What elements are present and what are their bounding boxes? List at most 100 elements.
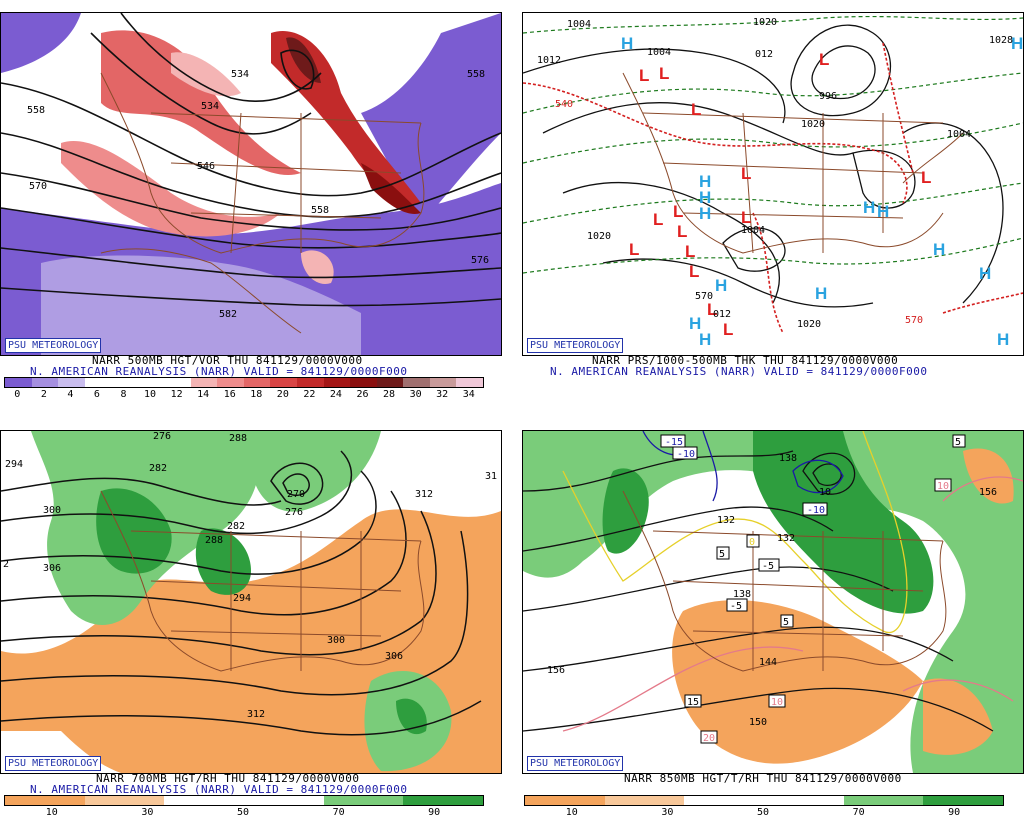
contour-label: 534	[231, 69, 249, 80]
colorbar-tick-label: 34	[462, 389, 475, 400]
colorbar-tick-label: 10	[565, 807, 578, 818]
colorbar-swatch	[763, 796, 844, 805]
high-symbol: H	[689, 314, 701, 333]
contour-label: 1004	[647, 47, 671, 58]
colorbar-swatch	[190, 378, 218, 387]
isotherm-label: -5	[762, 561, 774, 572]
colorbar-tick-label: 8	[120, 389, 127, 400]
pressure-map-labels: 1004 1012 1004 1020 012 996 1020 540 100…	[537, 17, 1013, 330]
colorbar-swatch	[31, 378, 59, 387]
contour-label: 132	[777, 533, 795, 544]
colorbar-tick-label: 70	[332, 807, 345, 818]
colorbar-swatch	[5, 378, 32, 387]
contour-label: 282	[227, 521, 245, 532]
high-symbol: H	[699, 330, 711, 349]
panel-caption: NARR 500MB HGT/VOR THU 841129/0000V000	[92, 354, 363, 367]
panel-source: N. AMERICAN REANALYSIS (NARR) VALID = 84…	[30, 365, 408, 378]
colorbar-tick-label: 90	[428, 807, 441, 818]
colorbar-tick-label: 20	[276, 389, 289, 400]
high-symbol: H	[715, 276, 727, 295]
colorbar-swatch	[84, 796, 165, 805]
panel-500mb-vorticity: 558 570 534 534 546 558 558 582 576 PSU …	[0, 0, 505, 405]
colorbar-tick-label: 4	[67, 389, 74, 400]
contour-label: 1020	[797, 319, 821, 330]
contour-label: 138	[733, 589, 751, 600]
high-symbol: H	[699, 172, 711, 191]
700mb-map-labels: 294 276 288 282 300 270 276 306 288 282 …	[3, 431, 497, 720]
contour-label: 276	[285, 507, 303, 518]
colorbar-tick-label: 50	[236, 807, 250, 818]
contour-label: 312	[415, 489, 433, 500]
low-symbol: L	[741, 208, 751, 227]
colorbar-tick-label: 70	[852, 807, 865, 818]
low-symbol: L	[677, 222, 687, 241]
colorbar-tick-label: 26	[356, 389, 369, 400]
contour-label: 288	[205, 535, 223, 546]
high-symbol: H	[877, 202, 889, 221]
contour-label: 156	[547, 665, 565, 676]
contour-label: 288	[229, 433, 247, 444]
rh-colorbar-ticks: 10 30 50 70 90	[524, 807, 1002, 819]
colorbar-tick-label: 30	[409, 389, 422, 400]
colorbar-swatch	[843, 796, 924, 805]
rh-colorbar-ticks: 10 30 50 70 90	[4, 807, 482, 819]
colorbar-swatch	[350, 378, 377, 387]
low-symbol: L	[639, 66, 649, 85]
high-symbol: H	[997, 330, 1009, 349]
isotherm-label: 5	[719, 549, 725, 560]
high-symbol: H	[621, 34, 633, 53]
contour-label: 012	[713, 309, 731, 320]
colorbar-tick-label: 6	[93, 389, 100, 400]
contour-label: 276	[153, 431, 171, 442]
colorbar-tick-label: 12	[170, 389, 183, 400]
contour-label: 300	[43, 505, 61, 516]
colorbar-swatch	[84, 378, 112, 387]
contour-label: 570	[29, 181, 47, 192]
panel-caption: NARR 850MB HGT/T/RH THU 841129/0000V000	[624, 772, 902, 785]
contour-label: 570	[905, 315, 923, 326]
colorbar-swatch	[297, 378, 324, 387]
rh-colorbar	[4, 795, 484, 806]
contour-label: 558	[467, 69, 485, 80]
contour-label: 306	[43, 563, 61, 574]
contour-label: 1004	[567, 19, 591, 30]
colorbar-swatch	[604, 796, 685, 805]
colorbar-swatch	[323, 796, 404, 805]
colorbar-swatch	[243, 796, 324, 805]
contour-label: 012	[755, 49, 773, 60]
isotherm-label: -5	[730, 601, 742, 612]
850mb-map: -15 -10 138 5 -10 10 10 156 132 5 0 -5 1…	[522, 430, 1024, 774]
contour-label: 996	[819, 91, 837, 102]
colorbar-swatch	[111, 378, 138, 387]
isotherm-label: 5	[783, 617, 789, 628]
contour-label: 1028	[989, 35, 1013, 46]
contour-label: 31	[485, 471, 497, 482]
low-symbol: L	[723, 320, 733, 339]
colorbar-tick-label: 18	[250, 389, 263, 400]
isotherm-label: 20	[703, 733, 715, 744]
panel-source: N. AMERICAN REANALYSIS (NARR) VALID = 84…	[30, 783, 408, 796]
low-symbol: L	[741, 164, 751, 183]
low-symbol: L	[685, 242, 695, 261]
contour-label: 150	[749, 717, 767, 728]
vorticity-map: 558 570 534 534 546 558 558 582 576 PSU …	[0, 12, 502, 356]
low-symbol: L	[819, 50, 829, 69]
low-symbol: L	[707, 300, 717, 319]
colorbar-tick-label: 22	[303, 389, 316, 400]
colorbar-tick-label: 14	[197, 389, 210, 400]
psu-meteorology-badge: PSU METEOROLOGY	[527, 338, 624, 353]
low-symbol: L	[653, 210, 663, 229]
psu-meteorology-badge: PSU METEOROLOGY	[5, 338, 102, 353]
colorbar-swatch	[323, 378, 351, 387]
contour-label: 570	[695, 291, 713, 302]
isotherm-label: -10	[807, 505, 825, 516]
contour-label: 1020	[801, 119, 825, 130]
colorbar-swatch	[217, 378, 244, 387]
850mb-map-graphic: -15 -10 138 5 -10 10 10 156 132 5 0 -5 1…	[523, 431, 1023, 773]
high-symbol: H	[979, 264, 991, 283]
850mb-map-labels: -15 -10 138 5 -10 10 10 156 132 5 0 -5 1…	[547, 434, 997, 744]
low-symbol: L	[629, 240, 639, 259]
high-symbol: H	[815, 284, 827, 303]
high-symbol: H	[1011, 34, 1023, 53]
contour-label: 1004	[741, 225, 765, 236]
